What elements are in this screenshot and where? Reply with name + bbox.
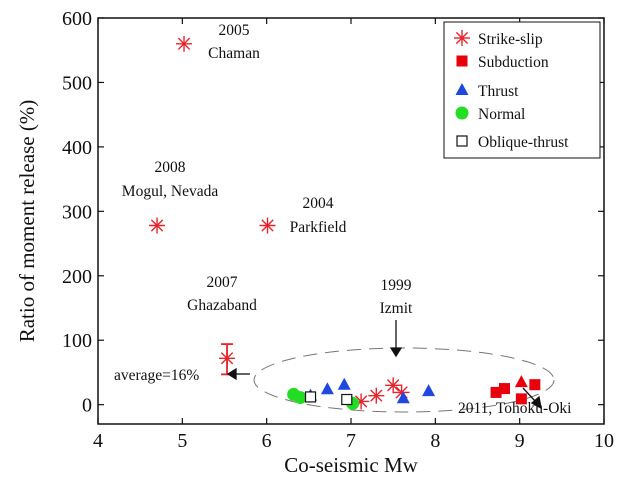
x-tick-label-5: 9 <box>515 430 525 452</box>
y-tick-label-3: 300 <box>62 201 92 223</box>
y-tick-label-1: 100 <box>62 330 92 352</box>
point-subduction-0 <box>490 386 502 398</box>
legend-label-normal: Normal <box>478 106 525 123</box>
point-normal-1 <box>293 391 307 405</box>
point-thrust-1 <box>320 382 334 395</box>
point-strike-slip-0 <box>176 35 193 52</box>
legend-label-thrust: Thrust <box>478 83 519 100</box>
legend-marker-strike-slip <box>454 30 470 46</box>
extra-mark-0 <box>514 375 528 388</box>
annotation-average: average=16% <box>114 367 199 384</box>
point-thrust-4 <box>422 384 436 397</box>
annotation-parkfield-year: 2004 <box>303 195 334 212</box>
y-tick-label-5: 500 <box>62 72 92 94</box>
y-tick-label-2: 200 <box>62 266 92 288</box>
annotation-chaman-year: 2005 <box>219 22 250 39</box>
legend-box <box>443 21 601 159</box>
axis-ticks <box>97 17 605 424</box>
x-tick-label-4: 8 <box>430 430 440 452</box>
y-axis-label: Ratio of moment release (%) <box>15 100 39 343</box>
legend-label-oblique-thrust: Oblique-thrust <box>478 134 569 151</box>
point-oblique-thrust-0 <box>304 391 317 403</box>
annotation-mogul-name: Mogul, Nevada <box>122 183 219 200</box>
point-strike-slip-1 <box>149 217 166 234</box>
annotation-ghazaband-name: Ghazaband <box>187 297 257 314</box>
point-subduction-3 <box>529 379 541 391</box>
legend-markers <box>454 30 470 147</box>
legend-marker-normal <box>455 106 469 120</box>
tohoku-arrow-head <box>530 395 542 410</box>
legend: Strike-slip Subduction Thrust Normal Obl… <box>443 21 601 159</box>
y-tick-label-0: 0 <box>82 395 92 417</box>
point-subduction-1 <box>498 383 510 395</box>
annotation-izmit-name: Izmit <box>380 300 413 317</box>
annotation-arrows <box>226 320 542 410</box>
data-points <box>149 35 541 410</box>
point-strike-slip-3 <box>219 350 236 367</box>
annotation-mogul-year: 2008 <box>155 159 186 176</box>
average-arrow-head <box>226 367 237 381</box>
point-oblique-thrust-1 <box>341 393 353 406</box>
x-tick-label-3: 7 <box>346 430 356 452</box>
x-tick-label-1: 5 <box>177 430 187 452</box>
x-tick-label-0: 4 <box>93 430 103 452</box>
point-strike-slip-5 <box>368 387 385 404</box>
annotation-ghazaband-year: 2007 <box>207 274 238 291</box>
annotation-tohoku: 2011, Tohoku-Oki <box>458 400 572 417</box>
point-strike-slip-2 <box>259 217 276 234</box>
cluster-ellipse <box>253 347 555 413</box>
annotation-chaman-name: Chaman <box>208 45 260 62</box>
x-tick-label-6: 10 <box>594 430 614 452</box>
point-thrust-3 <box>396 391 410 404</box>
izmit-arrow-head <box>389 347 403 358</box>
y-tick-label-6: 600 <box>62 8 92 30</box>
point-thrust-2 <box>337 377 351 390</box>
legend-marker-thrust <box>455 83 469 95</box>
point-subduction-2 <box>515 393 527 405</box>
legend-label-strike-slip: Strike-slip <box>478 31 543 48</box>
legend-marker-subduction <box>456 55 468 67</box>
tohoku-arrow-shaft <box>522 387 537 403</box>
y-tick-label-4: 400 <box>62 137 92 159</box>
point-strike-slip-6 <box>385 377 402 394</box>
legend-marker-oblique-thrust <box>456 135 468 147</box>
x-axis-label: Co-seismic Mw <box>284 453 418 477</box>
legend-label-subduction: Subduction <box>478 54 549 71</box>
x-tick-label-2: 6 <box>262 430 272 452</box>
annotation-parkfield-name: Parkfield <box>290 219 347 236</box>
annotation-izmit-year: 1999 <box>381 277 412 294</box>
